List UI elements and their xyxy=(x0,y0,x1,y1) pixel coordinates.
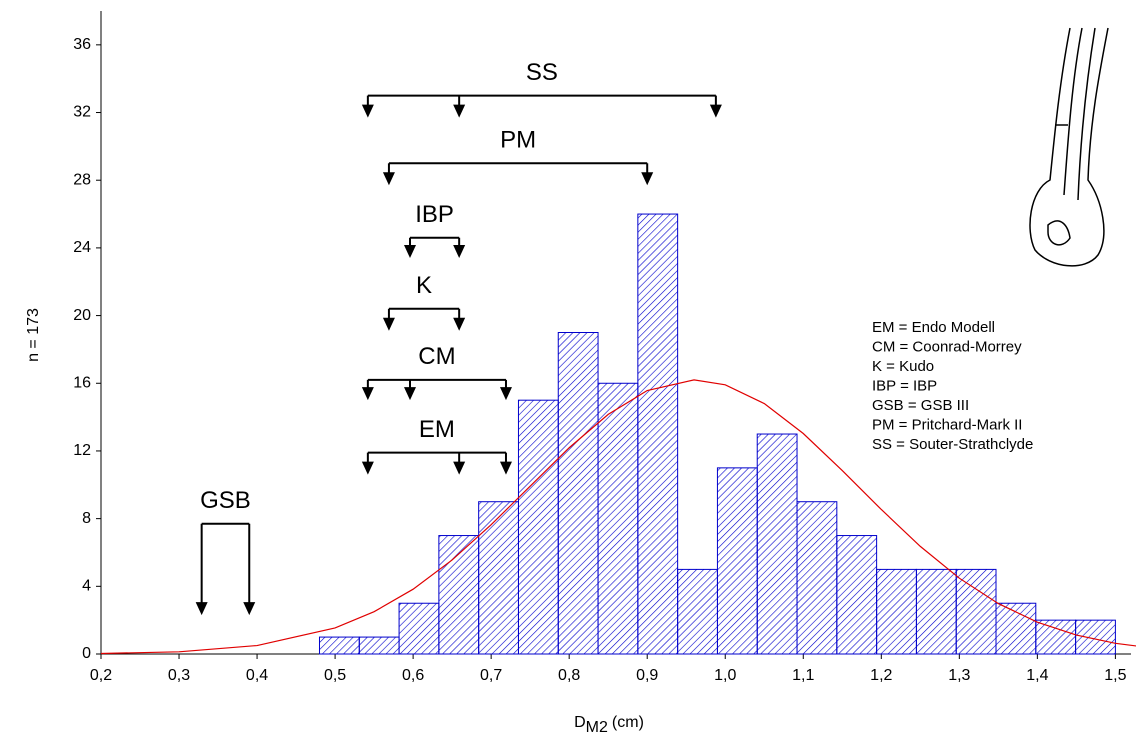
x-axis-label: DM2 (cm) xyxy=(574,714,644,736)
bar xyxy=(1035,619,1077,655)
legend-entry: IBP = IBP xyxy=(872,377,937,394)
arrow-head xyxy=(404,245,416,259)
bar xyxy=(756,433,798,655)
bar xyxy=(836,535,878,655)
x-label-main: D xyxy=(574,714,586,731)
y-axis-label: n = 173 xyxy=(25,308,42,362)
bar xyxy=(398,602,440,655)
x-label-unit: (cm) xyxy=(612,714,644,731)
marker-label: GSB xyxy=(200,487,251,514)
y-tick-label: 20 xyxy=(73,307,91,324)
bar xyxy=(995,602,1037,655)
marker-label: CM xyxy=(418,343,455,370)
x-tick-label: 0,5 xyxy=(324,667,346,684)
bar xyxy=(637,213,679,655)
marker-label: EM xyxy=(419,416,455,443)
arrow-head xyxy=(499,461,512,475)
x-tick-label: 1,0 xyxy=(714,667,736,684)
bar xyxy=(915,568,957,655)
arrow-head xyxy=(361,104,374,118)
arrow-head xyxy=(709,104,722,118)
arrow-head xyxy=(453,461,466,475)
arrow-head xyxy=(453,245,466,259)
y-tick-label: 16 xyxy=(73,374,91,391)
y-tick-label: 4 xyxy=(82,578,91,595)
normal-curve xyxy=(100,379,1136,655)
x-tick-label: 1,3 xyxy=(948,667,970,684)
marker-label: K xyxy=(416,272,432,299)
x-tick-label: 0,2 xyxy=(90,667,112,684)
bar xyxy=(597,382,639,655)
y-tick-label: 28 xyxy=(73,171,91,188)
bar xyxy=(358,636,400,655)
y-tick-label: 12 xyxy=(73,442,91,459)
x-tick-label: 1,4 xyxy=(1026,667,1048,684)
bar xyxy=(677,568,718,655)
x-label-sub: M2 xyxy=(586,719,608,736)
x-tick-label: 0,7 xyxy=(480,667,502,684)
arrow-head xyxy=(453,317,466,331)
x-tick-label: 1,2 xyxy=(870,667,892,684)
legend-entry: K = Kudo xyxy=(872,358,934,375)
legend-entry: GSB = GSB III xyxy=(872,397,969,414)
bar xyxy=(955,568,997,655)
arrow-head xyxy=(361,387,374,401)
x-tick-label: 0,8 xyxy=(558,667,580,684)
bar xyxy=(318,636,360,655)
arrow-head xyxy=(453,104,466,118)
bar xyxy=(517,399,559,655)
bar xyxy=(876,568,917,655)
elbow-drawing xyxy=(1029,27,1109,267)
bar xyxy=(557,332,599,655)
bar xyxy=(796,501,838,655)
arrow-head xyxy=(361,461,374,475)
bar xyxy=(478,501,519,655)
arrow-head xyxy=(243,602,256,616)
legend-entry: SS = Souter-Strathclyde xyxy=(872,436,1033,453)
arrow-head xyxy=(382,317,395,331)
marker-label: IBP xyxy=(415,201,454,228)
legend-entry: PM = Pritchard-Mark II xyxy=(872,416,1022,433)
legend-entry: CM = Coonrad-Morrey xyxy=(872,338,1022,355)
x-tick-label: 1,5 xyxy=(1104,667,1126,684)
y-tick-label: 8 xyxy=(82,510,91,527)
arrow-head xyxy=(382,172,395,186)
x-tick-label: 1,1 xyxy=(792,667,814,684)
y-tick-label: 24 xyxy=(73,239,91,256)
y-tick-label: 0 xyxy=(82,645,91,662)
bar xyxy=(1075,619,1116,655)
marker-label: PM xyxy=(500,127,536,154)
bar xyxy=(716,467,758,655)
arrow-head xyxy=(499,387,512,401)
x-tick-label: 0,4 xyxy=(246,667,268,684)
y-tick-label: 32 xyxy=(73,104,91,121)
x-tick-label: 0,6 xyxy=(402,667,424,684)
arrow-head xyxy=(641,172,654,186)
y-tick-label: 36 xyxy=(73,36,91,53)
legend-entry: EM = Endo Modell xyxy=(872,319,995,336)
arrow-head xyxy=(404,387,416,401)
arrow-head xyxy=(195,602,208,616)
x-tick-label: 0,9 xyxy=(636,667,658,684)
x-tick-label: 0,3 xyxy=(168,667,190,684)
marker-label: SS xyxy=(526,59,558,86)
